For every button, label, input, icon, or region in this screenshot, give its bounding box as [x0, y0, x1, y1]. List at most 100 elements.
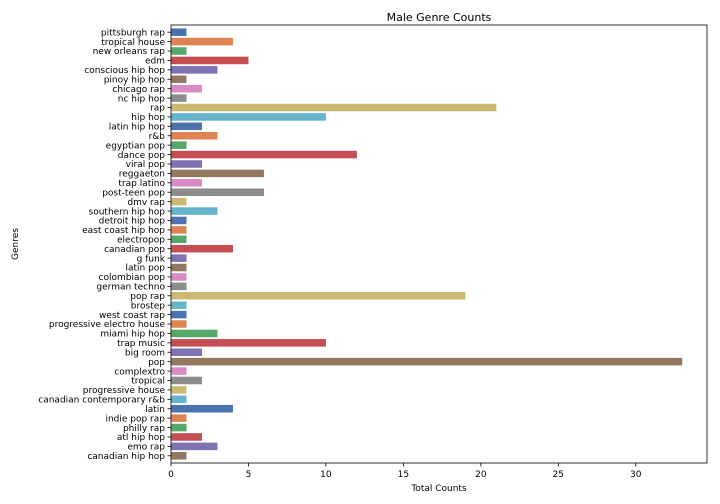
y-tick-label: canadian contemporary r&b: [38, 396, 165, 406]
bar-dmv-rap: [171, 197, 187, 206]
y-tick-label: pittsburgh rap: [101, 28, 165, 38]
y-tick-label: canadian pop: [104, 245, 165, 255]
y-tick-label: latin hip hop: [109, 123, 166, 133]
x-tick-label: 10: [320, 470, 332, 480]
bar-hip-hop: [171, 113, 326, 121]
bar-latin-pop: [171, 263, 187, 272]
bar-progressive-electro-house: [171, 320, 187, 328]
x-axis-title: Total Counts: [410, 484, 467, 494]
bar-complextro: [171, 367, 187, 375]
y-tick-label: electropop: [117, 235, 165, 245]
x-tick-label: 15: [398, 470, 409, 480]
bar-pittsburgh-rap: [171, 28, 187, 36]
y-tick-label: post-teen pop: [102, 188, 165, 198]
y-tick-label: west coast rap: [99, 311, 165, 321]
x-tick-label: 25: [553, 470, 564, 480]
bar-electropop: [171, 235, 187, 244]
bar-german-techno: [171, 282, 187, 291]
y-tick-label: r&b: [149, 132, 166, 142]
bar-indie-pop-rap: [171, 414, 187, 422]
bar-tropical: [171, 376, 202, 385]
y-tick-label: canadian hip hop: [87, 452, 165, 462]
bar-trap-music: [171, 339, 326, 347]
y-tick-label: emo rap: [127, 443, 165, 453]
y-tick-label: pinoy hip hop: [104, 75, 166, 85]
bar-new-orleans-rap: [171, 47, 187, 55]
bar-canadian-pop: [171, 244, 233, 253]
bar-big-room: [171, 348, 202, 357]
y-tick-label: egyptian pop: [106, 141, 166, 151]
bar-egyptian-pop: [171, 141, 187, 149]
y-tick-label: new orleans rap: [93, 47, 166, 57]
y-tick-label: reggaeton: [119, 170, 165, 180]
bar-pop-rap: [171, 292, 466, 300]
bar-trap-latino: [171, 179, 202, 187]
bar-canadian-contemporary-r-b: [171, 395, 187, 404]
bar-tropical-house: [171, 37, 233, 46]
bar-colombian-pop: [171, 273, 187, 281]
bar-pinoy-hip-hop: [171, 75, 187, 84]
y-tick-label: southern hip hop: [89, 207, 166, 217]
bar-viral-pop: [171, 160, 202, 168]
y-axis-title: Genres: [11, 228, 21, 260]
x-tick-label: 20: [475, 470, 487, 480]
bar-chicago-rap: [171, 84, 202, 93]
y-tick-label: dance pop: [118, 151, 165, 161]
y-tick-label: colombian pop: [99, 273, 166, 283]
bar-southern-hip-hop: [171, 207, 218, 215]
chart-title: Male Genre Counts: [387, 11, 492, 24]
y-tick-label: dmv rap: [127, 198, 165, 208]
y-tick-label: trap music: [117, 339, 165, 349]
y-tick-label: rap: [150, 104, 165, 114]
bar-detroit-hip-hop: [171, 216, 187, 225]
plot-area: [171, 28, 683, 460]
y-tick-label: complextro: [114, 367, 165, 377]
y-tick-label: atl hip hop: [117, 433, 165, 443]
x-axis: 0 5 10 15 20 25 30: [168, 463, 642, 480]
y-tick-label: pop rap: [130, 292, 165, 302]
y-tick-label: miami hip hop: [100, 330, 165, 340]
bar-reggaeton: [171, 169, 264, 178]
y-tick-label: tropical house: [101, 38, 165, 48]
y-tick-label: edm: [145, 57, 165, 67]
y-tick-label: big room: [125, 348, 165, 358]
bar-conscious-hip-hop: [171, 66, 218, 74]
bar-post-teen-pop: [171, 188, 264, 196]
y-tick-label: brostep: [131, 301, 165, 311]
x-tick-label: 30: [630, 470, 642, 480]
bar-atl-hip-hop: [171, 433, 202, 441]
y-tick-label: east coast hip hop: [82, 226, 165, 236]
y-tick-label: g funk: [137, 254, 166, 264]
bar-edm: [171, 56, 249, 65]
y-tick-label: viral pop: [126, 160, 166, 170]
bar-nc-hip-hop: [171, 94, 187, 102]
bar-canadian-hip-hop: [171, 452, 187, 460]
y-tick-label: latin pop: [125, 264, 165, 274]
y-tick-label: tropical: [131, 377, 165, 387]
bar-dance-pop: [171, 150, 357, 159]
bar-rap: [171, 103, 497, 112]
bar-r-b: [171, 131, 218, 140]
plot-frame: [170, 24, 708, 464]
y-tick-label: conscious hip hop: [84, 66, 165, 76]
y-tick-label: pop: [148, 358, 165, 368]
bar-g-funk: [171, 254, 187, 262]
bar-progressive-house: [171, 386, 187, 394]
bar-philly-rap: [171, 423, 187, 432]
y-tick-label: german techno: [96, 283, 165, 293]
y-tick-label: indie pop rap: [105, 414, 165, 424]
y-tick-label: chicago rap: [112, 85, 165, 95]
y-tick-label: progressive house: [83, 386, 166, 396]
y-tick-label: latin: [145, 405, 165, 415]
bar-latin: [171, 404, 233, 413]
bar-brostep: [171, 301, 187, 309]
y-tick-label: progressive electro house: [49, 320, 166, 330]
bar-pop: [171, 357, 683, 366]
x-tick-label: 0: [168, 470, 174, 480]
bar-latin-hip-hop: [171, 122, 202, 131]
bar-miami-hip-hop: [171, 329, 218, 338]
y-tick-label: detroit hip hop: [99, 217, 166, 227]
